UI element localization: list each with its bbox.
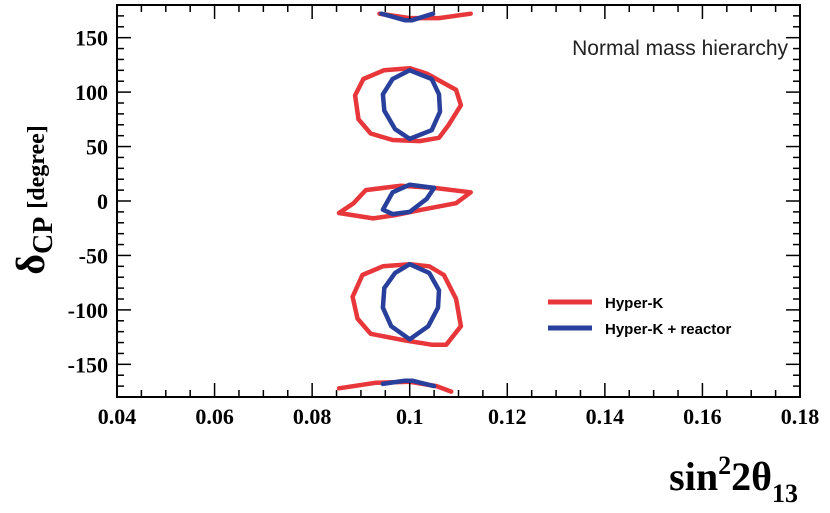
contour-series0-3 bbox=[350, 261, 464, 347]
x-tick-label: 0.08 bbox=[293, 404, 332, 429]
y-tick-label: 0 bbox=[97, 189, 108, 214]
y-axis-title: δCP [degree] bbox=[8, 125, 59, 275]
y-tick-label: 150 bbox=[75, 26, 108, 51]
legend: Hyper-K Hyper-K + reactor bbox=[548, 295, 731, 338]
contour-series1-3 bbox=[380, 261, 442, 342]
contour-series1-0 bbox=[379, 11, 436, 23]
x-tick-label: 0.14 bbox=[586, 404, 625, 429]
y-tick-label: -100 bbox=[68, 298, 108, 323]
contour-series1-4 bbox=[380, 378, 437, 389]
y-tick-labels: -150 -100 -50 0 50 100 150 bbox=[68, 26, 108, 378]
legend-label-hyper-k-reactor: Hyper-K + reactor bbox=[605, 321, 731, 338]
x-tick-label: 0.06 bbox=[195, 404, 234, 429]
legend-label-hyper-k: Hyper-K bbox=[605, 295, 664, 312]
y-tick-label: -150 bbox=[68, 352, 108, 377]
y-axis-title-sub: CP bbox=[28, 217, 59, 254]
x-tick-label: 0.12 bbox=[488, 404, 527, 429]
contour-layer bbox=[336, 11, 473, 394]
y-tick-label: 50 bbox=[86, 135, 108, 160]
y-axis-title-unit: [degree] bbox=[24, 125, 50, 209]
y-tick-label: 100 bbox=[75, 80, 108, 105]
y-axis-title-main: δ bbox=[8, 254, 53, 275]
x-tick-label: 0.18 bbox=[781, 404, 820, 429]
x-axis-title-sup: 2 bbox=[718, 451, 731, 480]
x-axis-title: sin22θ13 bbox=[669, 451, 798, 508]
x-axis-title-base: sin bbox=[669, 454, 718, 499]
y-tick-label: -50 bbox=[79, 243, 108, 268]
contour-series1-2 bbox=[380, 182, 437, 217]
x-tick-label: 0.16 bbox=[683, 404, 722, 429]
x-tick-labels: 0.04 0.06 0.08 0.1 0.12 0.14 0.16 0.18 bbox=[98, 404, 820, 429]
annotation-text: Normal mass hierarchy bbox=[572, 37, 788, 60]
x-tick-label: 0.1 bbox=[396, 404, 424, 429]
contour-series1-1 bbox=[380, 68, 443, 142]
x-axis-title-sub: 13 bbox=[772, 479, 798, 508]
x-tick-label: 0.04 bbox=[98, 404, 137, 429]
contour-series0-1 bbox=[352, 65, 464, 144]
tick-marks bbox=[116, 5, 801, 397]
x-axis-title-mid: 2θ bbox=[731, 454, 772, 499]
